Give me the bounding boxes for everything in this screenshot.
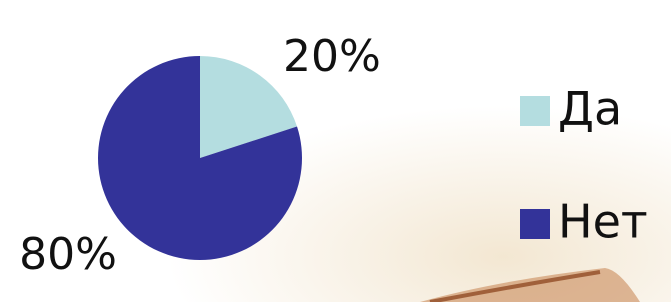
legend-swatch	[520, 209, 550, 239]
data-label: 80%	[19, 229, 117, 280]
chart: 20% 80% Да Нет	[0, 0, 671, 302]
legend-swatch	[520, 96, 550, 126]
legend-label: Да	[558, 82, 622, 136]
data-label: 20%	[283, 31, 381, 82]
legend-label: Нет	[558, 195, 648, 249]
